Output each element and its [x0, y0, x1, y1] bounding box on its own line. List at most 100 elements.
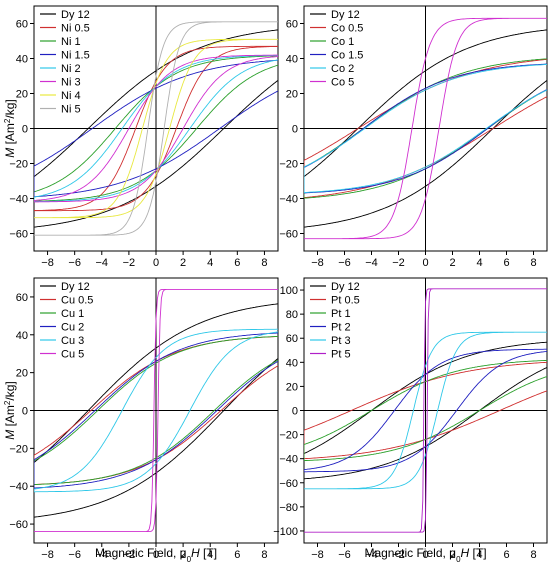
- legend: Dy 12 Cu 0.5Cu 1 Cu 2Cu 3 Cu 5: [40, 281, 93, 361]
- legend-label: Dy 12: [61, 281, 90, 293]
- legend-label: Pt 0.5: [331, 295, 360, 307]
- y-tick-label: −60: [9, 519, 28, 531]
- y-tick-label: 60: [286, 333, 298, 345]
- y-tick-label: 60: [16, 19, 28, 31]
- x-tick-label: 4: [207, 257, 213, 269]
- legend-label: Cu 3: [61, 335, 84, 347]
- legend-label: Pt 1: [331, 308, 351, 320]
- y-tick-label: −100: [273, 526, 298, 538]
- legend-label: Cu 2: [61, 322, 84, 334]
- legend-label: Cu 0.5: [61, 295, 93, 307]
- x-tick-label: 4: [476, 549, 482, 561]
- y-tick-label: −40: [279, 454, 298, 466]
- legend-label: Pt 5: [331, 349, 351, 361]
- x-tick-label: 8: [530, 257, 536, 269]
- legend: Dy 12 Pt 0.5Pt 1 Pt 2Pt 3 Pt 5: [310, 281, 360, 361]
- legend-label: Dy 12: [331, 281, 360, 293]
- x-tick-label: 2: [449, 549, 455, 561]
- legend-label: Ni 1: [61, 36, 81, 48]
- x-tick-label: 6: [503, 549, 509, 561]
- plot-area: [34, 21, 278, 236]
- y-axis-label: M [Am2/kg]: [3, 381, 18, 439]
- y-tick-label: −20: [279, 430, 298, 442]
- x-tick-label: −8: [311, 257, 324, 269]
- series-line-cu-5: [34, 288, 278, 533]
- x-tick-label: −6: [338, 257, 351, 269]
- legend-label: Cu 1: [61, 308, 84, 320]
- series-line-ni-4: [34, 38, 278, 219]
- series-line-cu-2: [34, 332, 278, 489]
- y-tick-label: −60: [279, 478, 298, 490]
- x-tick-label: 4: [207, 549, 213, 561]
- legend-label: Pt 3: [331, 335, 351, 347]
- x-tick-label: 6: [234, 257, 240, 269]
- legend-label: Ni 2: [61, 63, 81, 75]
- x-tick-label: 8: [530, 549, 536, 561]
- series-line-dy-12: [304, 29, 547, 228]
- x-tick-label: −8: [41, 257, 54, 269]
- plot-area: [304, 288, 547, 533]
- legend: Dy 12 Ni 0.5Ni 1 Ni 1.5Ni 2 Ni 3Ni 4 Ni 5: [40, 9, 90, 116]
- legend-label: Pt 2: [331, 322, 351, 334]
- x-tick-label: 0: [153, 549, 159, 561]
- x-tick-label: −2: [123, 257, 136, 269]
- legend-label: Dy 12: [331, 9, 360, 21]
- x-tick-label: −2: [123, 549, 136, 561]
- y-tick-label: −60: [279, 229, 298, 241]
- legend: Dy 12 Co 0.5Co 1 Co 1.5Co 2 Co 5: [310, 9, 363, 89]
- series-line-co-2: [304, 64, 547, 193]
- legend-label: Dy 12: [61, 9, 90, 21]
- x-tick-label: 2: [180, 257, 186, 269]
- series-line-co-5: [304, 17, 547, 240]
- y-tick-label: −40: [9, 481, 28, 493]
- y-tick-label: 40: [16, 330, 28, 342]
- series-line-ni-0-5: [34, 45, 278, 212]
- y-axis-label: M [Am2/kg]: [3, 99, 18, 157]
- legend-label: Co 2: [331, 63, 354, 75]
- x-tick-label: 2: [449, 257, 455, 269]
- y-tick-label: 0: [292, 406, 298, 418]
- y-tick-label: 20: [286, 89, 298, 101]
- series-line-pt-3: [304, 331, 547, 490]
- x-tick-label: −4: [365, 549, 378, 561]
- series-line-ni-3: [34, 54, 278, 203]
- x-tick-label: 6: [503, 257, 509, 269]
- series-line-cu-1: [34, 335, 278, 486]
- x-tick-label: −2: [392, 549, 405, 561]
- y-tick-label: 100: [280, 285, 298, 297]
- legend-label: Co 0.5: [331, 23, 363, 35]
- x-tick-label: −6: [68, 549, 81, 561]
- legend-label: Ni 4: [61, 90, 81, 102]
- y-tick-label: 60: [16, 292, 28, 304]
- y-tick-label: 0: [22, 406, 28, 418]
- x-tick-label: 8: [261, 257, 267, 269]
- series-line-ni-2: [34, 54, 278, 203]
- series-line-ni-1-5: [34, 59, 278, 198]
- series-line-cu-3: [34, 328, 278, 493]
- series-line-pt-0-5: [304, 361, 547, 460]
- series-line-pt-2: [304, 348, 547, 473]
- x-axis-label: Magnetic Field, μ0H [T]: [95, 546, 217, 563]
- x-tick-label: −8: [311, 549, 324, 561]
- y-tick-label: 80: [286, 309, 298, 321]
- y-tick-label: 0: [292, 124, 298, 136]
- y-tick-label: −20: [279, 159, 298, 171]
- legend-label: Ni 5: [61, 104, 81, 116]
- series-line-pt-1: [304, 359, 547, 462]
- x-tick-label: −4: [96, 549, 109, 561]
- y-tick-label: 20: [16, 89, 28, 101]
- x-tick-label: 4: [476, 257, 482, 269]
- y-tick-label: 20: [286, 381, 298, 393]
- series-line-ni-5: [34, 21, 278, 236]
- y-tick-label: 40: [16, 54, 28, 66]
- x-tick-label: 0: [422, 257, 428, 269]
- x-tick-label: 0: [422, 549, 428, 561]
- x-tick-label: 6: [234, 549, 240, 561]
- x-tick-label: −4: [96, 257, 109, 269]
- x-axis-label: Magnetic Field, μ0H [T]: [364, 546, 486, 563]
- y-tick-label: 0: [22, 124, 28, 136]
- legend-label: Cu 5: [61, 349, 84, 361]
- series-line-co-0-5: [304, 58, 547, 199]
- legend-label: Co 5: [331, 77, 354, 89]
